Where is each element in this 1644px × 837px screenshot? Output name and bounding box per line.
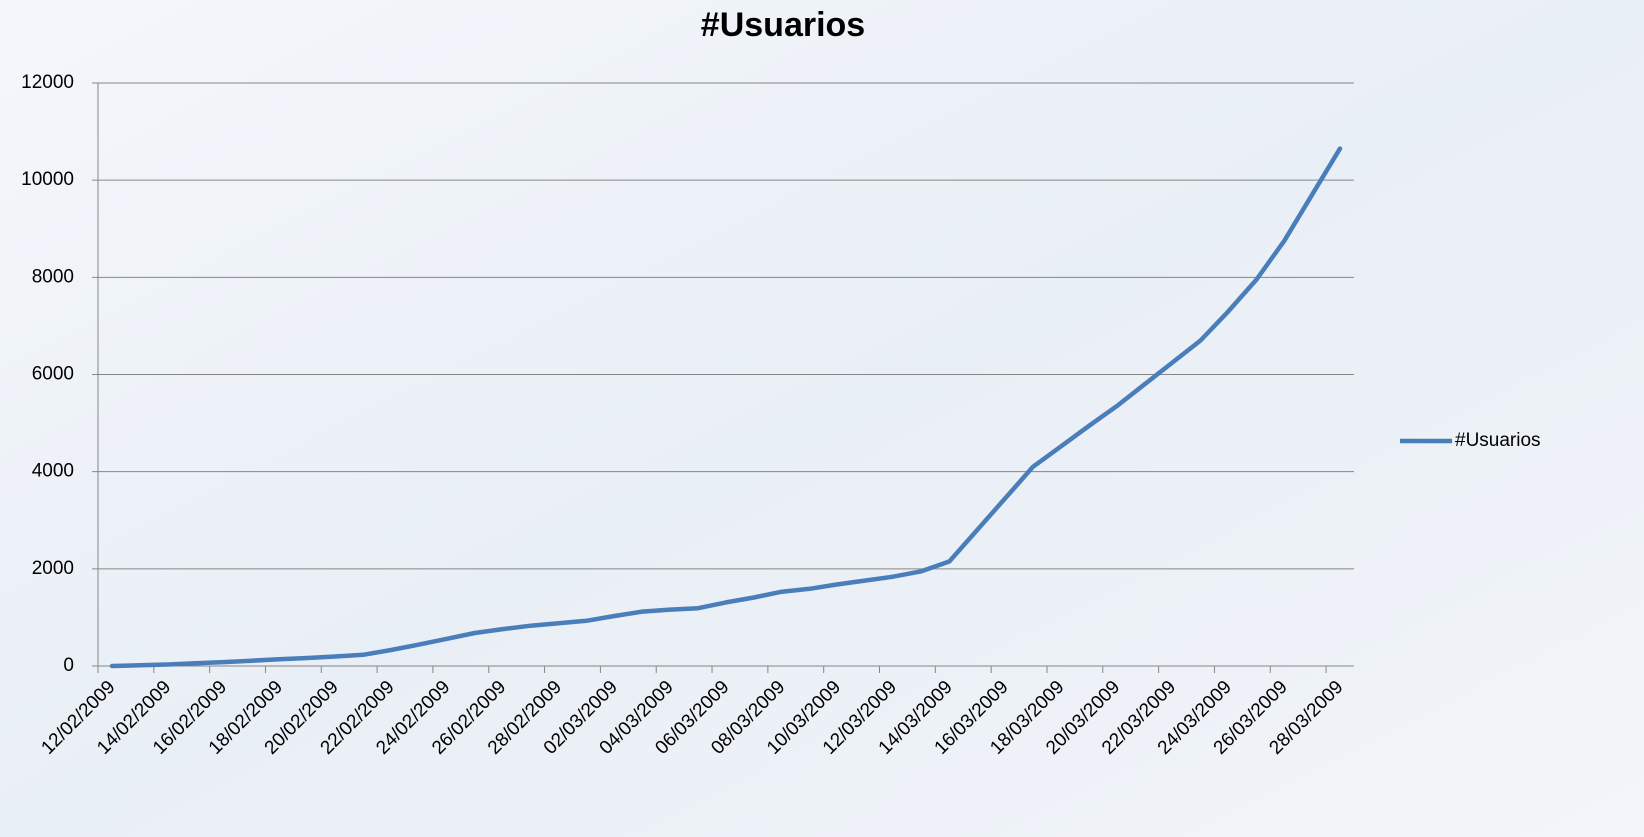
y-tick-label: 0	[63, 655, 74, 676]
y-tick-label: 8000	[32, 266, 74, 287]
y-tick-label: 10000	[21, 169, 74, 190]
y-tick-label: 2000	[32, 558, 74, 579]
chart-title: #Usuarios	[701, 6, 865, 44]
y-tick-label: 4000	[32, 461, 74, 482]
legend-label: #Usuarios	[1455, 430, 1541, 451]
y-tick-label: 6000	[32, 364, 74, 385]
chart: #Usuarios 02000400060008000100001200012/…	[0, 0, 1644, 837]
y-tick-label: 12000	[21, 72, 74, 93]
page: #Usuarios 02000400060008000100001200012/…	[0, 0, 1644, 837]
